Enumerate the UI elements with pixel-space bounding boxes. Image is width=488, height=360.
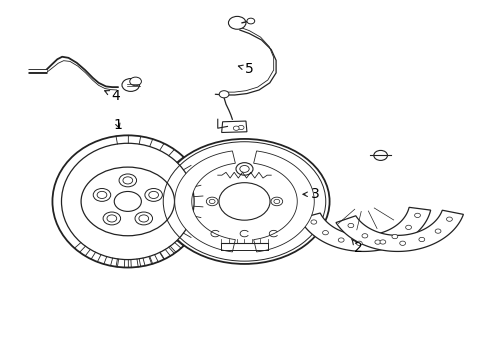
- Circle shape: [148, 192, 158, 198]
- Circle shape: [135, 212, 152, 225]
- Circle shape: [159, 139, 329, 264]
- Text: 4: 4: [104, 89, 120, 103]
- Circle shape: [219, 91, 228, 98]
- Circle shape: [361, 234, 367, 238]
- Circle shape: [139, 215, 148, 222]
- Circle shape: [238, 125, 244, 130]
- Polygon shape: [221, 121, 246, 132]
- Circle shape: [310, 220, 316, 224]
- Circle shape: [379, 240, 385, 244]
- Circle shape: [129, 77, 141, 86]
- Circle shape: [107, 215, 117, 222]
- Polygon shape: [299, 207, 430, 251]
- Circle shape: [446, 217, 451, 221]
- Circle shape: [356, 241, 362, 246]
- Circle shape: [233, 126, 239, 130]
- Circle shape: [122, 78, 139, 91]
- Circle shape: [228, 17, 245, 29]
- Text: 3: 3: [303, 187, 319, 201]
- Circle shape: [374, 240, 380, 244]
- Circle shape: [119, 174, 136, 187]
- Circle shape: [97, 192, 106, 198]
- Circle shape: [103, 212, 121, 225]
- Circle shape: [239, 166, 249, 172]
- Polygon shape: [253, 151, 314, 252]
- Circle shape: [273, 199, 279, 203]
- Circle shape: [373, 150, 386, 161]
- Ellipse shape: [52, 135, 203, 267]
- Circle shape: [122, 177, 132, 184]
- Circle shape: [209, 199, 215, 203]
- Circle shape: [144, 189, 162, 201]
- Circle shape: [391, 234, 397, 239]
- Circle shape: [418, 237, 424, 242]
- Circle shape: [114, 192, 141, 211]
- Text: 2: 2: [351, 239, 363, 255]
- Text: 5: 5: [238, 62, 253, 76]
- Circle shape: [322, 230, 328, 235]
- Polygon shape: [335, 210, 463, 251]
- Circle shape: [338, 238, 344, 242]
- Circle shape: [414, 213, 420, 217]
- Circle shape: [219, 183, 269, 220]
- Circle shape: [236, 163, 252, 175]
- Circle shape: [399, 241, 405, 246]
- Circle shape: [93, 189, 110, 201]
- Circle shape: [81, 167, 174, 236]
- Circle shape: [347, 223, 353, 228]
- Ellipse shape: [61, 143, 194, 260]
- Polygon shape: [174, 151, 235, 252]
- Circle shape: [270, 197, 282, 206]
- Circle shape: [206, 197, 218, 206]
- Circle shape: [246, 18, 254, 24]
- Text: 1: 1: [113, 118, 122, 132]
- Circle shape: [405, 225, 410, 229]
- Circle shape: [434, 229, 440, 233]
